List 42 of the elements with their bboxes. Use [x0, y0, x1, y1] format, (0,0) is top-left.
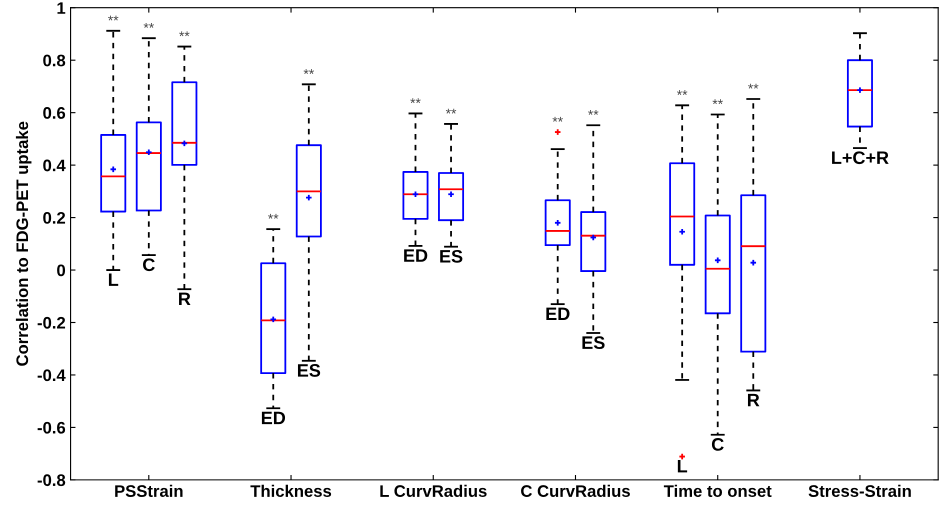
- y-tick-label: 0.4: [43, 160, 66, 172]
- annotation: L+C+R: [832, 151, 889, 164]
- annotation: R: [748, 394, 760, 406]
- annotation: **: [268, 214, 278, 219]
- y-axis-title: Correlation to FDG-PET uptake: [16, 122, 32, 366]
- annotation: ED: [262, 412, 286, 424]
- annotation: **: [712, 99, 723, 104]
- y-tick-label: 0.2: [43, 212, 66, 224]
- annotation: **: [552, 116, 563, 122]
- annotation: ES: [440, 250, 462, 263]
- annotation: **: [304, 69, 314, 74]
- annotation: **: [748, 84, 758, 89]
- x-tick-label: Time to onset: [664, 484, 772, 497]
- x-tick-label: L CurvRadius: [380, 484, 487, 497]
- annotation: L: [108, 273, 118, 286]
- annotation: **: [144, 22, 154, 28]
- annotation: C: [143, 258, 155, 272]
- y-tick-label: 0.8: [43, 54, 66, 66]
- annotation: **: [446, 108, 456, 114]
- annotation: C: [712, 438, 724, 451]
- y-tick-label: -0.4: [38, 369, 66, 382]
- annotation: ED: [546, 308, 570, 320]
- y-tick-label: -0.8: [38, 474, 66, 486]
- annotation: ED: [404, 249, 428, 262]
- annotation: R: [179, 292, 191, 306]
- annotation: **: [410, 98, 421, 104]
- x-tick-label: PSStrain: [115, 484, 182, 497]
- x-tick-label: C CurvRadius: [521, 484, 630, 497]
- y-tick-label: -0.2: [38, 316, 66, 329]
- y-tick-label: 0: [57, 264, 66, 276]
- annotation: ES: [582, 336, 605, 350]
- annotation: **: [108, 16, 118, 20]
- x-tick-label: Thickness: [250, 484, 332, 497]
- annotation: ES: [298, 364, 320, 377]
- x-tick-label: Stress-Strain: [808, 484, 911, 497]
- annotation: L: [678, 460, 688, 472]
- annotation: **: [588, 110, 598, 115]
- annotation: **: [179, 31, 190, 36]
- annotation: **: [676, 90, 688, 95]
- y-tick-label: -0.6: [38, 422, 66, 434]
- y-tick-label: 0.6: [43, 107, 66, 119]
- y-tick-label: 1: [57, 2, 66, 14]
